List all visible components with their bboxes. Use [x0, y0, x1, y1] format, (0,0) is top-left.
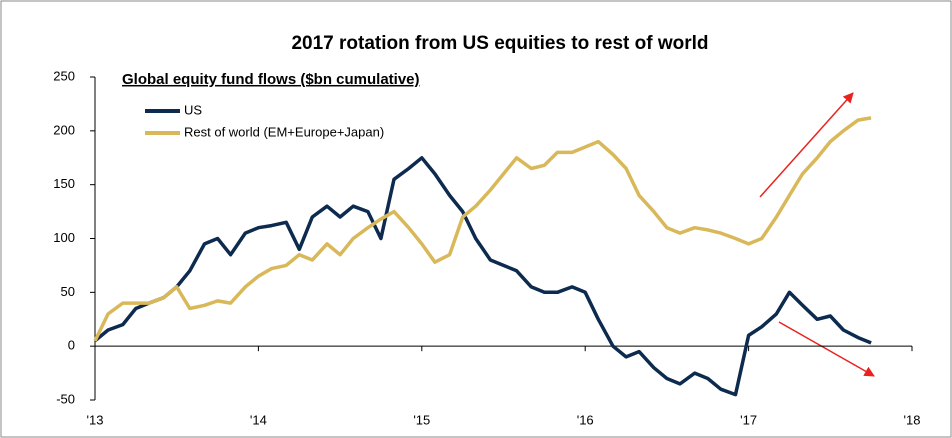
- chart-subtitle: Global equity fund flows ($bn cumulative…: [122, 71, 420, 88]
- y-tick-label: 0: [68, 338, 75, 353]
- y-tick-label: 50: [61, 284, 75, 299]
- x-tick-label: '18: [904, 412, 921, 427]
- x-tick-label: '13: [87, 412, 104, 427]
- legend-label: US: [184, 102, 202, 117]
- y-tick-label: 250: [53, 68, 75, 83]
- annotation-arrow: [759, 92, 854, 198]
- chart-title: 2017 rotation from US equities to rest o…: [291, 33, 708, 54]
- series-line: [93, 116, 872, 342]
- x-tick-label: '15: [413, 412, 430, 427]
- x-tick-label: '16: [577, 412, 594, 427]
- annotation-arrow: [778, 321, 875, 377]
- x-tick-label: '14: [250, 412, 267, 427]
- series-line: [93, 156, 872, 397]
- legend-label: Rest of world (EM+Europe+Japan): [184, 124, 384, 139]
- y-tick-label: 150: [53, 176, 75, 191]
- y-tick-label: 200: [53, 122, 75, 137]
- y-tick-label: -50: [56, 391, 75, 406]
- y-tick-label: 100: [53, 230, 75, 245]
- x-tick-label: '17: [740, 412, 757, 427]
